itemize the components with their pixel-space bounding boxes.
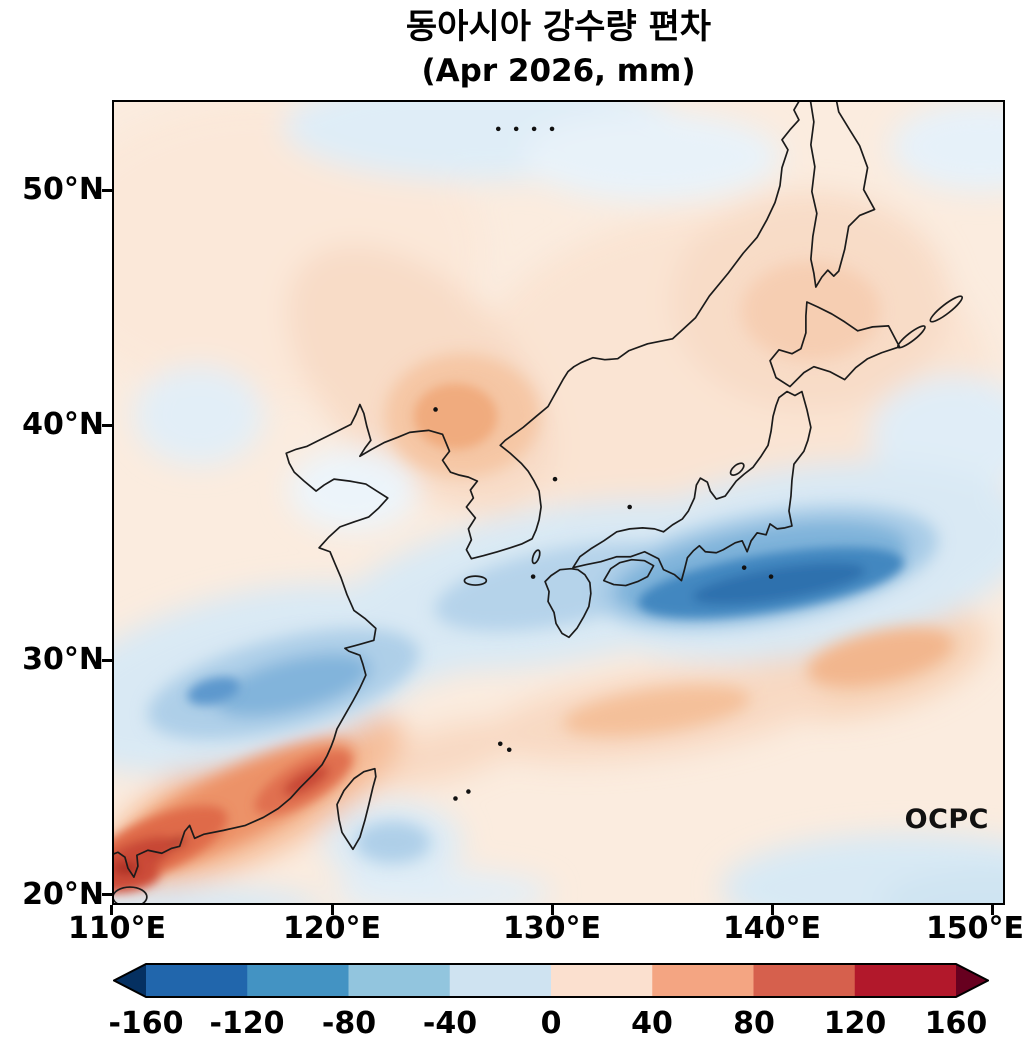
colorbar-segment — [348, 964, 451, 997]
coast-sakhalin — [809, 102, 876, 288]
coastlines — [114, 102, 964, 903]
coast-jeju — [463, 575, 488, 586]
x-tick-label: 110°E — [67, 911, 167, 946]
x-tick-mark — [551, 905, 554, 915]
x-tick-mark — [110, 905, 113, 915]
x-tick-mark — [331, 905, 334, 915]
x-tick-label: 120°E — [282, 911, 382, 946]
y-tick-mark — [102, 189, 112, 192]
stipple-dots — [433, 126, 774, 801]
colorbar-tick-label: 80 — [733, 1006, 775, 1041]
coast-china-korea-russia — [114, 102, 800, 878]
coast-taiwan — [336, 767, 377, 851]
coast-honshu — [572, 390, 812, 582]
y-tick-label: 50°N — [22, 172, 104, 207]
colorbar-segment — [146, 964, 248, 997]
y-tick-label: 40°N — [22, 407, 104, 442]
coast-sado — [729, 462, 745, 476]
coast-shikoku — [602, 558, 655, 587]
y-tick-label: 30°N — [22, 642, 104, 677]
x-tick-mark — [991, 905, 994, 915]
x-tick-label: 130°E — [502, 911, 602, 946]
x-tick-label: 150°E — [925, 911, 1025, 946]
y-tick-mark — [102, 424, 112, 427]
colorbar-segment — [449, 964, 552, 997]
map-canvas — [114, 102, 1003, 903]
colorbar-segment — [247, 964, 350, 997]
coast-kuril-1 — [897, 325, 926, 349]
y-tick-mark — [102, 893, 112, 896]
ocpc-watermark: OCPC — [904, 804, 989, 835]
colorbar-arrow-high — [956, 964, 988, 997]
colorbar-segment — [854, 964, 956, 997]
colorbar-tick-label: -80 — [321, 1006, 377, 1041]
y-tick-label: 20°N — [22, 877, 104, 912]
page-title: 동아시아 강수량 편차 — [405, 7, 712, 47]
coast-hokkaido — [769, 301, 901, 388]
colorbar-tick-label: 0 — [540, 1006, 562, 1041]
coast-tsushima — [531, 549, 541, 565]
colorbar — [113, 963, 989, 998]
coast-hainan — [114, 886, 148, 903]
colorbar-segment — [753, 964, 856, 997]
colorbar-tick-label: 120 — [823, 1006, 887, 1041]
y-tick-mark — [102, 659, 112, 662]
x-tick-label: 140°E — [722, 911, 822, 946]
colorbar-outline — [113, 963, 989, 998]
colorbar-tick-label: -160 — [108, 1006, 184, 1041]
x-tick-mark — [771, 905, 774, 915]
coast-kuril-2 — [929, 295, 964, 323]
map-plot: OCPC — [112, 100, 1005, 905]
colorbar-tick-label: 40 — [631, 1006, 673, 1041]
colorbar-segment — [551, 964, 653, 997]
colorbar-tick-label: 160 — [924, 1006, 988, 1041]
colorbar-arrow-low — [114, 964, 146, 997]
page-subtitle: (Apr 2026, mm) — [421, 53, 696, 89]
colorbar-tick-label: -40 — [422, 1006, 478, 1041]
coast-kyushu — [544, 567, 592, 639]
colorbar-tick-label: -120 — [209, 1006, 285, 1041]
colorbar-segment — [652, 964, 755, 997]
